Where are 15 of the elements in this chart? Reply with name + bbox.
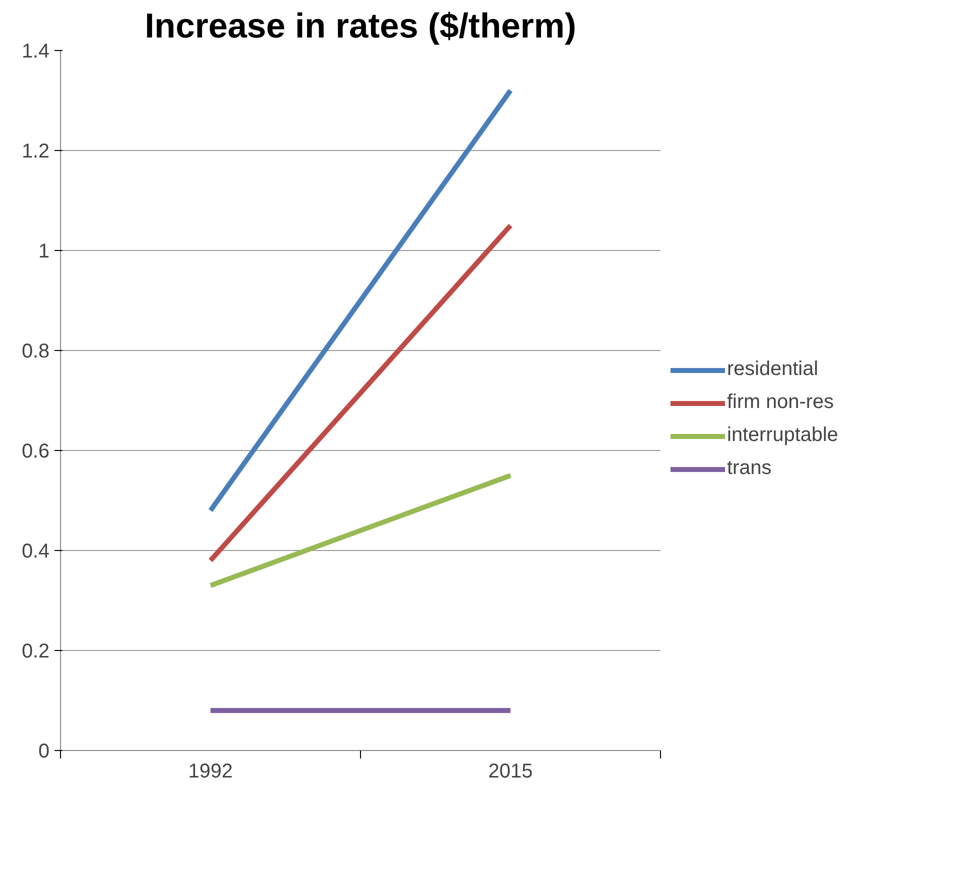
y-tick-label: 1.2 — [22, 140, 50, 162]
y-tick-label: 1.4 — [22, 40, 50, 62]
legend-label: trans — [727, 457, 772, 480]
chart-title: Increase in rates ($/therm) — [144, 8, 576, 46]
y-tick-label: 0.2 — [22, 640, 50, 662]
y-tick-label: 0.8 — [22, 340, 50, 362]
legend-label: firm non-res — [727, 391, 834, 414]
legend-label: residential — [727, 358, 818, 381]
y-tick-label: 1 — [38, 240, 50, 262]
legend-label: interruptable — [727, 424, 838, 447]
x-tick-label: 1992 — [188, 760, 233, 782]
x-tick-label: 2015 — [488, 760, 533, 782]
y-tick-label: 0.6 — [22, 440, 50, 462]
y-tick-label: 0.4 — [22, 540, 50, 562]
y-tick-label: 0 — [38, 740, 50, 762]
